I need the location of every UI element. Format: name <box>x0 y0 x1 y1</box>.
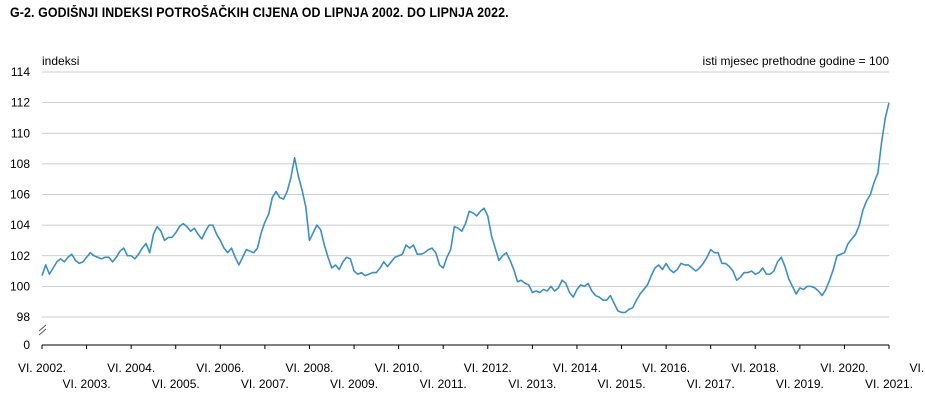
y-tick-label: 108 <box>10 157 30 171</box>
x-tick-label-upper: VI. 2010. <box>375 361 423 375</box>
y-tick-labels: 0 98 100 102 104 106 108 110 112 114 <box>10 65 30 352</box>
x-tick-label-lower: VI. 2003. <box>63 377 111 391</box>
y-tick-label: 104 <box>10 218 30 232</box>
x-tick-label-upper: VI. 2006. <box>196 361 244 375</box>
gridlines <box>42 71 889 318</box>
axes <box>38 324 890 349</box>
x-tick-label-lower: VI. 2015. <box>598 377 646 391</box>
chart-title: G-2. GODIŠNJI INDEKSI POTROŠAČKIH CIJENA… <box>10 5 509 20</box>
y-tick-label: 110 <box>11 126 30 140</box>
x-tick-label-lower: VI. 2005. <box>152 377 200 391</box>
x-tick-label-upper: VI. 2020. <box>820 361 868 375</box>
y-tick-label: 0 <box>23 338 30 352</box>
x-tick-label-lower: VI. 2007. <box>241 377 289 391</box>
x-tick-label-lower: VI. 2019. <box>776 377 824 391</box>
x-tick-labels: VI. 2002. VI. 2004. VI. 2006. VI. 2008. VI. … <box>18 361 925 391</box>
y-tick-label: 106 <box>10 188 30 202</box>
y-tick-label: 102 <box>10 249 30 263</box>
x-tick-label-upper: VI. 2016. <box>642 361 690 375</box>
x-tick-label-lower: VI. 2013. <box>508 377 556 391</box>
x-tick-label-upper: VI. 2004. <box>107 361 155 375</box>
x-tick-label-lower: VI. 2021. <box>865 377 913 391</box>
x-tick-label-lower: VI. 2011. <box>420 377 467 391</box>
x-tick-label-upper: VI. 2012. <box>464 361 512 375</box>
y-tick-label: 112 <box>11 96 30 110</box>
x-tick-label-upper: VI. 2022. <box>910 361 925 375</box>
x-tick-label-upper: VI. 2008. <box>285 361 333 375</box>
x-tick-label-upper: VI. 2002. <box>18 361 66 375</box>
series-line <box>41 102 890 314</box>
base-annotation: isti mjesec prethodne godine = 100 <box>703 54 890 68</box>
x-tick-label-upper: VI. 2018. <box>731 361 779 375</box>
x-tick-label-upper: VI. 2014. <box>553 361 601 375</box>
y-tick-label: 100 <box>10 279 30 293</box>
x-tick-label-lower: VI. 2017. <box>687 377 735 391</box>
y-axis-label: indeksi <box>42 54 79 68</box>
x-tick-label-lower: VI. 2009. <box>330 377 378 391</box>
y-tick-label: 98 <box>17 310 31 324</box>
series-layer <box>41 102 890 314</box>
y-tick-label: 114 <box>11 65 30 79</box>
axis-break-mark <box>38 324 47 332</box>
axis-break-mark <box>38 328 47 336</box>
